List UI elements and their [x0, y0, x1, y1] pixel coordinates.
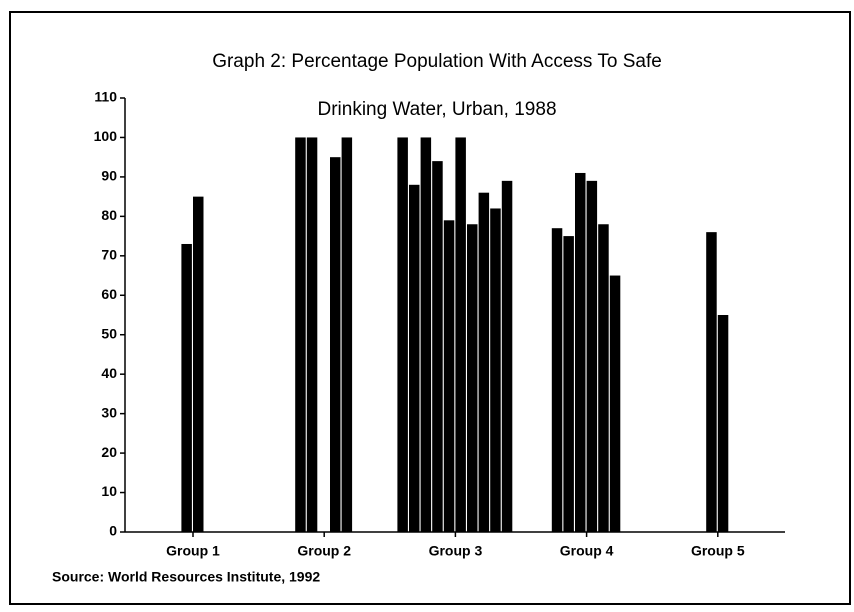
- x-tick-label: Group 2: [297, 543, 351, 559]
- y-tick-label: 20: [101, 444, 117, 460]
- y-tick-label: 100: [94, 128, 118, 144]
- y-tick-label: 70: [101, 247, 117, 263]
- source-note: Source: World Resources Institute, 1992: [52, 569, 320, 585]
- bar: [455, 137, 466, 533]
- y-tick-label: 80: [101, 207, 117, 223]
- chart-title: Graph 2: Percentage Population With Acce…: [212, 51, 662, 72]
- x-tick-label: Group 3: [429, 543, 483, 559]
- bar: [575, 172, 586, 533]
- bar: [420, 137, 432, 533]
- bar: [467, 224, 478, 532]
- bar: [609, 275, 621, 532]
- y-tick-label: 30: [101, 404, 117, 420]
- bar: [432, 161, 443, 533]
- bar: [409, 184, 420, 533]
- bar: [330, 157, 341, 532]
- bar: [706, 232, 717, 533]
- bar: [551, 228, 563, 532]
- bar: [341, 137, 353, 533]
- bar: [193, 196, 204, 533]
- y-tick-label: 90: [101, 168, 117, 184]
- y-tick-label: 40: [101, 365, 117, 381]
- bar: [586, 180, 598, 532]
- x-tick-label: Group 1: [166, 543, 220, 559]
- bar: [563, 236, 574, 532]
- bar: [306, 137, 318, 533]
- y-tick-label: 0: [109, 523, 117, 539]
- x-tick-label: Group 4: [560, 543, 614, 559]
- bar: [181, 243, 192, 532]
- bar: [501, 180, 513, 532]
- y-tick-label: 50: [101, 325, 117, 341]
- bar: [443, 220, 455, 533]
- bar: [717, 315, 729, 532]
- bar: [295, 137, 306, 533]
- chart-title: Drinking Water, Urban, 1988: [317, 99, 556, 120]
- y-tick-label: 10: [101, 483, 117, 499]
- bar: [397, 137, 408, 533]
- y-tick-label: 60: [101, 286, 117, 302]
- bar: [478, 192, 490, 532]
- x-tick-label: Group 5: [691, 543, 745, 559]
- bar: [598, 224, 609, 532]
- y-tick-label: 110: [94, 89, 117, 105]
- bar: [490, 208, 501, 533]
